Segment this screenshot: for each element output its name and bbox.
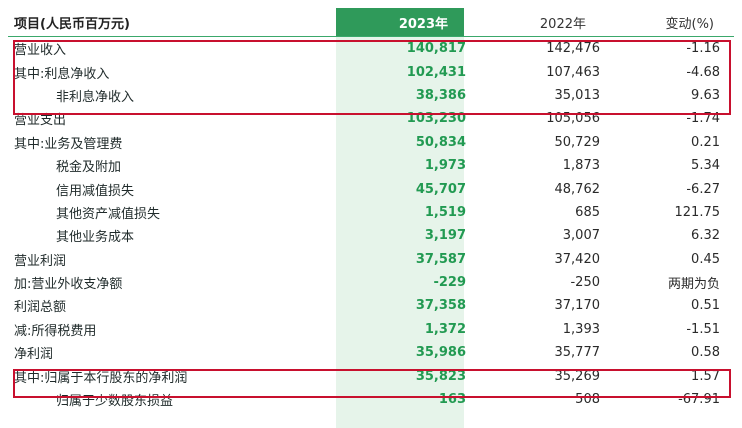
table-row: 其中:归属于本行股东的净利润 35,823 35,269 1.57: [8, 364, 734, 387]
row-2022: 3,007: [562, 228, 600, 244]
table-row: 净利润 35,986 35,777 0.58: [8, 341, 734, 364]
row-change: 9.63: [691, 87, 720, 103]
row-change: 0.45: [691, 251, 720, 267]
row-2022: -250: [570, 275, 600, 291]
table-row: 非利息净收入 38,386 35,013 9.63: [8, 84, 734, 107]
table-row: 其中:业务及管理费 50,834 50,729 0.21: [8, 131, 734, 154]
row-2022: 105,056: [546, 111, 600, 127]
header-2023: 2023年: [398, 16, 448, 32]
row-2023: 3,197: [424, 228, 466, 244]
financial-table: 项目(人民币百万元) 2023年 2022年 变动(%) 营业收入 140,81…: [8, 8, 734, 411]
row-2023: 35,986: [415, 345, 466, 361]
row-change: 5.34: [691, 158, 720, 174]
row-item: 利润总额: [14, 300, 67, 316]
row-2022: 48,762: [554, 181, 601, 197]
row-2022: 35,777: [554, 345, 601, 361]
row-change: 121.75: [674, 204, 721, 220]
row-2023: 45,707: [415, 181, 466, 197]
row-2023: 37,587: [415, 251, 466, 267]
table-row: 其中:利息净收入 102,431 107,463 -4.68: [8, 60, 734, 83]
table-row: 营业利润 37,587 37,420 0.45: [8, 248, 734, 271]
row-item: 其他业务成本: [56, 230, 135, 246]
row-2023: 50,834: [415, 134, 466, 150]
table-row: 税金及附加 1,973 1,873 5.34: [8, 154, 734, 177]
table-row: 营业支出 103,230 105,056 -1.74: [8, 107, 734, 130]
row-change: 0.21: [691, 134, 720, 150]
row-2022: 685: [575, 204, 600, 220]
row-item: 营业支出: [14, 113, 67, 129]
table-row: 其他业务成本 3,197 3,007 6.32: [8, 224, 734, 247]
row-change: -1.51: [686, 321, 720, 337]
row-2023: 37,358: [415, 298, 466, 314]
row-2023: 1,973: [424, 158, 466, 174]
row-2023: 163: [438, 392, 466, 408]
table-header: 项目(人民币百万元) 2023年 2022年 变动(%): [8, 8, 734, 37]
row-2022: 37,170: [554, 298, 601, 314]
row-2022: 1,393: [562, 321, 600, 337]
row-2023: -229: [433, 275, 466, 291]
row-2022: 1,873: [562, 158, 600, 174]
row-2022: 508: [575, 392, 600, 408]
table-row: 其他资产减值损失 1,519 685 121.75: [8, 201, 734, 224]
table-row: 归属于少数股东损益 163 508 -67.91: [8, 388, 734, 411]
row-2022: 37,420: [554, 251, 601, 267]
row-item: 非利息净收入: [56, 89, 135, 105]
row-2022: 142,476: [546, 41, 600, 57]
row-change: 0.58: [691, 345, 720, 361]
row-item: 其中:归属于本行股东的净利润: [14, 370, 188, 386]
row-2022: 50,729: [554, 134, 601, 150]
row-item: 营业收入: [14, 43, 67, 59]
table-row: 加:营业外收支净额 -229 -250 两期为负: [8, 271, 734, 294]
row-item: 营业利润: [14, 253, 67, 269]
row-change: -6.27: [686, 181, 720, 197]
column-2023-header-background: [336, 8, 464, 36]
row-item: 其中:业务及管理费: [14, 136, 123, 152]
row-change: -67.91: [678, 392, 720, 408]
table-row: 信用减值损失 45,707 48,762 -6.27: [8, 177, 734, 200]
row-item: 净利润: [14, 347, 54, 363]
row-item: 信用减值损失: [56, 183, 135, 199]
row-change: -1.16: [686, 41, 720, 57]
row-2023: 35,823: [415, 368, 466, 384]
row-2023: 102,431: [406, 64, 466, 80]
row-2023: 103,230: [406, 111, 466, 127]
row-2023: 38,386: [415, 87, 466, 103]
table-row: 减:所得税费用 1,372 1,393 -1.51: [8, 318, 734, 341]
row-2022: 107,463: [546, 64, 600, 80]
row-item: 减:所得税费用: [14, 323, 97, 339]
row-change: 0.51: [691, 298, 720, 314]
table-row: 利润总额 37,358 37,170 0.51: [8, 294, 734, 317]
header-change: 变动(%): [665, 16, 715, 32]
row-2023: 140,817: [406, 41, 466, 57]
row-item: 其中:利息净收入: [14, 66, 110, 82]
header-item: 项目(人民币百万元): [14, 16, 130, 32]
row-item: 归属于少数股东损益: [56, 394, 174, 410]
row-change: 1.57: [691, 368, 720, 384]
row-item: 其他资产减值损失: [56, 206, 161, 222]
row-change: 6.32: [691, 228, 720, 244]
row-2023: 1,372: [424, 321, 466, 337]
table-row: 营业收入 140,817 142,476 -1.16: [8, 37, 734, 60]
row-item: 加:营业外收支净额: [14, 277, 123, 293]
row-change: -1.74: [686, 111, 720, 127]
row-2023: 1,519: [424, 204, 466, 220]
header-2022: 2022年: [539, 16, 586, 32]
column-2023-shading: [336, 8, 464, 428]
row-2022: 35,013: [554, 87, 601, 103]
row-change: 两期为负: [667, 277, 720, 293]
row-2022: 35,269: [554, 368, 601, 384]
row-change: -4.68: [686, 64, 720, 80]
row-item: 税金及附加: [56, 160, 122, 176]
